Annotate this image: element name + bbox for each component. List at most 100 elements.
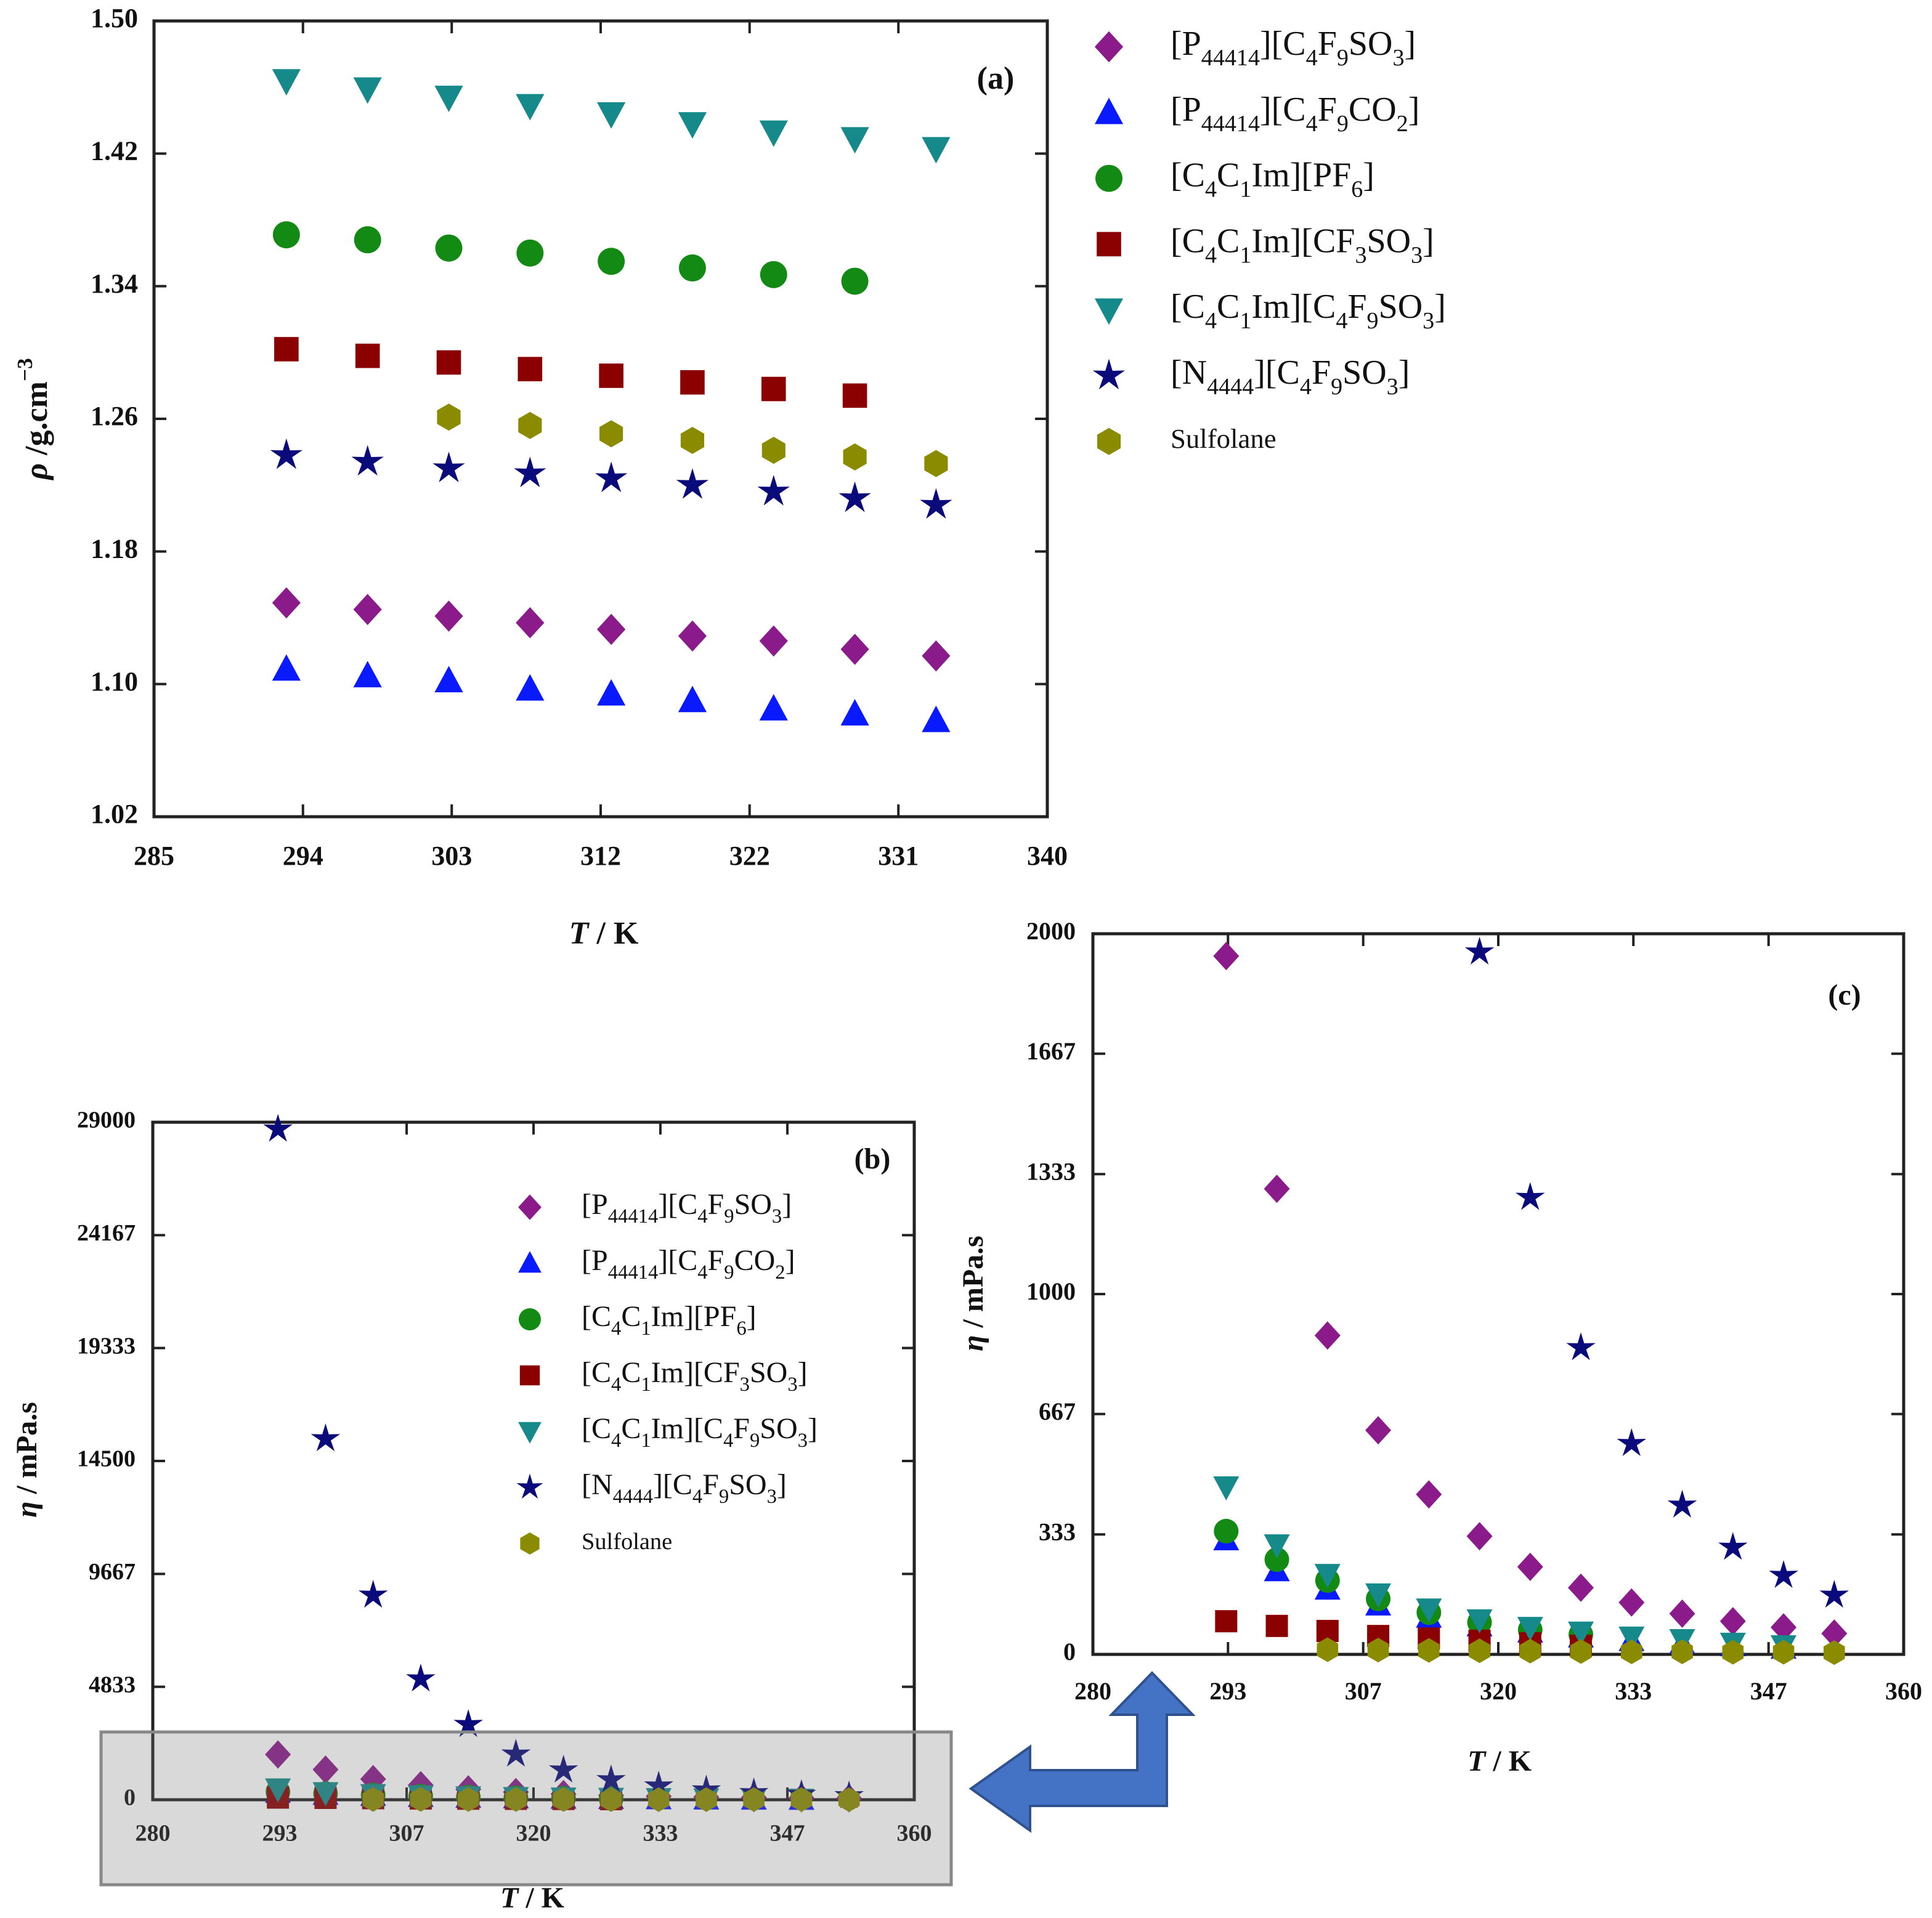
data-point (838, 481, 871, 512)
data-point (1771, 1613, 1797, 1642)
data-point (920, 488, 952, 519)
x-tick-label: 331 (878, 841, 919, 871)
data-point (843, 443, 867, 471)
y-axis-title: ρ /g.cm−3 (12, 358, 54, 480)
y-axis-title: η / mPa.s (10, 1402, 43, 1518)
y-tick-label: 14500 (77, 1446, 136, 1472)
data-point (501, 1739, 531, 1767)
data-point (353, 594, 382, 625)
x-tick-label: 320 (516, 1821, 551, 1847)
y-tick-label: 2000 (1026, 917, 1076, 945)
legend-label: [C4C1Im][C4F9SO3] (1171, 288, 1446, 334)
data-point (1568, 1573, 1594, 1602)
y-axis-title: η / mPa.s (957, 1236, 989, 1351)
y-tick-label: 1.18 (91, 533, 138, 564)
data-point (600, 1787, 622, 1812)
data-point (1213, 942, 1240, 971)
legend-marker (519, 1365, 540, 1386)
data-point (790, 1787, 813, 1812)
data-point (838, 1787, 860, 1812)
data-point (516, 674, 545, 701)
data-point (553, 1787, 574, 1812)
data-point (1365, 1416, 1392, 1445)
data-point (759, 625, 788, 657)
data-point (312, 1782, 339, 1807)
legend-marker (518, 1251, 542, 1273)
data-point (1621, 1639, 1642, 1664)
y-tick-label: 1.26 (91, 401, 138, 431)
data-point (1314, 1564, 1341, 1588)
data-point (410, 1787, 432, 1812)
data-point (1215, 1610, 1238, 1633)
x-tick-label: 333 (1615, 1677, 1652, 1705)
x-tick-label: 347 (770, 1821, 805, 1847)
data-point (1265, 1614, 1288, 1637)
data-point (922, 137, 951, 164)
data-point (647, 1787, 670, 1812)
data-point (518, 411, 542, 439)
x-axis-title: T / K (1467, 1745, 1532, 1778)
data-point (678, 112, 707, 139)
y-tick-label: 333 (1039, 1518, 1076, 1545)
data-point (1213, 1476, 1240, 1500)
legend-label: [C4C1Im][CF3SO3] (1171, 222, 1434, 268)
data-point (1570, 1639, 1592, 1664)
y-tick-label: 0 (124, 1785, 136, 1811)
data-point (272, 654, 301, 681)
legend-label: [P44414][C4F9CO2] (1171, 91, 1419, 137)
data-point (1819, 1580, 1849, 1608)
data-point (1618, 1626, 1645, 1651)
legend-label: Sulfolane (582, 1529, 672, 1555)
y-tick-label: 1000 (1026, 1277, 1076, 1305)
data-point (1469, 1638, 1490, 1664)
data-point (922, 705, 951, 732)
data-point (1517, 1617, 1543, 1641)
data-point (434, 666, 463, 692)
x-tick-label: 360 (897, 1821, 932, 1847)
data-point (353, 77, 382, 104)
data-point (1718, 1532, 1748, 1560)
data-point (1617, 1428, 1647, 1456)
y-tick-label: 4833 (89, 1672, 136, 1697)
data-point (1365, 1583, 1392, 1608)
data-point (435, 234, 463, 262)
data-point (840, 127, 869, 154)
data-point (1719, 1607, 1746, 1636)
data-point (514, 456, 546, 488)
data-point (354, 226, 381, 254)
legend-marker (518, 1422, 542, 1444)
x-axis-title: T / K (569, 916, 639, 951)
legend-marker (1094, 97, 1124, 124)
data-point (516, 607, 545, 639)
data-point (1821, 1619, 1848, 1648)
data-point (598, 248, 625, 275)
marks-layer: 285 294 303 312 322 331 340 1.02 1.10 1.18 1.26 1.3… (10, 3, 1922, 1914)
plot-frame (151, 1120, 916, 1802)
legend-marker (520, 1532, 540, 1555)
data-point (432, 451, 465, 482)
legend-marker (1094, 298, 1124, 325)
data-point (1464, 936, 1495, 965)
x-tick-label: 322 (729, 841, 770, 871)
data-point (595, 461, 628, 493)
legend-label: [N4444][C4F9SO3] (1171, 354, 1410, 400)
data-point (840, 633, 869, 665)
data-point (680, 370, 705, 395)
y-tick-label: 1.42 (91, 136, 138, 166)
legend-label: [C4C1Im][PF6] (1171, 156, 1374, 202)
plot-frame (152, 19, 1049, 819)
data-point (1772, 1640, 1795, 1665)
data-point (353, 661, 382, 687)
data-point (505, 1787, 527, 1812)
data-point (436, 350, 461, 375)
data-point (1466, 1609, 1493, 1633)
data-point (678, 620, 707, 652)
data-point (596, 1764, 626, 1792)
data-point (1264, 1175, 1290, 1204)
data-point (841, 267, 869, 295)
data-point (1418, 1638, 1440, 1663)
data-point (1568, 1621, 1594, 1646)
data-point (270, 438, 303, 469)
y-tick-label: 1333 (1026, 1157, 1076, 1185)
